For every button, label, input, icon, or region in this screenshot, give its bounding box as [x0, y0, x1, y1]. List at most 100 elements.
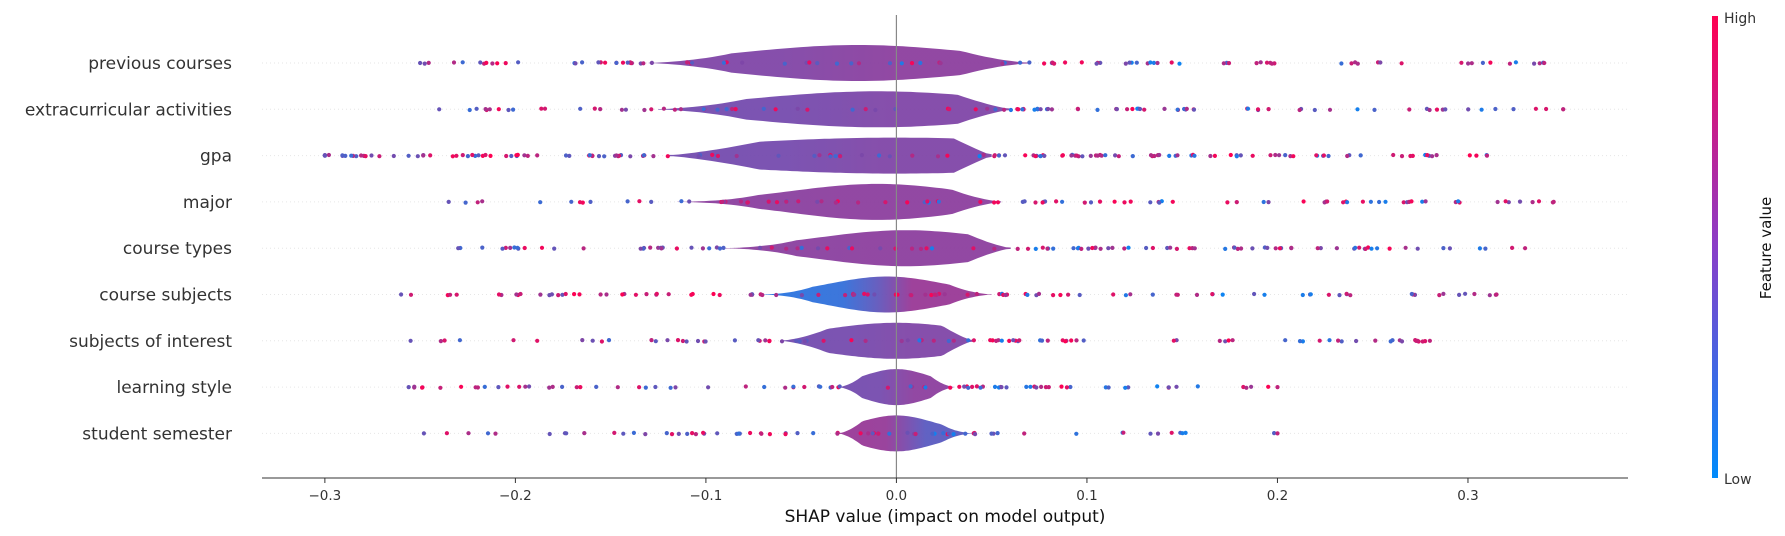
data-point [923, 292, 928, 297]
colorbar-high-label: High [1724, 11, 1756, 27]
data-point [909, 246, 915, 251]
data-point [1184, 106, 1189, 111]
data-point [1344, 291, 1349, 296]
data-point [1058, 292, 1063, 298]
data-point [773, 107, 778, 112]
data-point [1301, 199, 1306, 204]
data-point [797, 339, 802, 344]
data-point [637, 385, 642, 390]
feature-label: major [183, 193, 232, 213]
data-point [985, 106, 990, 111]
data-point [1000, 61, 1005, 66]
feature-row: learning style [116, 369, 1628, 406]
data-point [668, 385, 673, 390]
data-point [872, 292, 877, 297]
data-point [1221, 61, 1226, 66]
data-point [816, 292, 821, 297]
data-point [700, 246, 706, 251]
data-point [766, 199, 771, 204]
data-point [678, 107, 684, 112]
data-point [1441, 291, 1446, 296]
data-point [1125, 107, 1130, 112]
data-point [833, 154, 838, 159]
data-point [905, 200, 910, 205]
data-point [763, 338, 768, 343]
data-point [1493, 106, 1498, 112]
data-point [467, 107, 472, 113]
data-point [483, 152, 488, 158]
data-point [796, 199, 801, 204]
data-point [1162, 106, 1167, 111]
data-point [1326, 292, 1331, 297]
data-point [1511, 107, 1516, 112]
data-point [450, 154, 455, 159]
data-point [1217, 338, 1222, 343]
data-point [1250, 246, 1255, 251]
data-point [1275, 431, 1280, 436]
data-point [974, 384, 980, 389]
data-point [981, 152, 986, 157]
data-point [1326, 153, 1331, 159]
data-point [1123, 61, 1128, 66]
data-point [1174, 384, 1179, 389]
data-point [604, 292, 609, 297]
data-point [748, 430, 753, 436]
data-point [1068, 384, 1073, 390]
data-point [582, 431, 587, 436]
data-point [495, 61, 500, 66]
data-point [1045, 246, 1050, 251]
data-point [1103, 153, 1108, 158]
data-point [1479, 107, 1484, 112]
data-point [641, 153, 647, 158]
data-point [1423, 199, 1428, 204]
data-point [1003, 292, 1008, 298]
data-point [1095, 107, 1100, 112]
data-point [628, 154, 633, 159]
data-point [1033, 154, 1038, 159]
data-point [1252, 291, 1257, 297]
data-point [1093, 245, 1098, 250]
data-point [1268, 153, 1273, 158]
data-point [587, 153, 592, 158]
data-point [905, 430, 910, 435]
data-point [1409, 291, 1414, 297]
data-point [539, 106, 544, 111]
data-point [1148, 60, 1153, 65]
data-point [701, 430, 706, 435]
data-point [1321, 153, 1326, 158]
data-point [1113, 153, 1118, 158]
feature-label: gpa [200, 147, 232, 167]
data-point [538, 292, 543, 297]
data-point [1177, 61, 1182, 66]
data-point [1192, 246, 1197, 251]
data-point [1369, 246, 1374, 251]
data-point [1283, 338, 1288, 343]
data-point [1126, 245, 1131, 250]
data-point [1484, 153, 1490, 158]
data-point [1434, 107, 1440, 112]
data-point [322, 153, 327, 158]
data-point [1513, 60, 1518, 65]
data-point [598, 292, 603, 297]
data-point [412, 384, 417, 389]
data-point [1183, 430, 1188, 435]
data-point [1066, 292, 1071, 297]
data-point [693, 432, 699, 437]
data-point [899, 338, 904, 344]
data-point [1408, 153, 1413, 159]
data-point [563, 153, 569, 158]
data-point [621, 431, 626, 436]
data-point [1480, 60, 1485, 65]
data-point [1474, 153, 1479, 158]
data-point [612, 430, 617, 435]
data-point [1111, 292, 1116, 297]
data-point [1349, 61, 1354, 66]
data-point [1039, 338, 1045, 343]
data-point [1023, 153, 1028, 158]
data-point [913, 431, 918, 437]
data-point [444, 431, 449, 436]
data-point [1363, 246, 1368, 251]
data-point [782, 61, 787, 66]
data-point [1401, 200, 1406, 205]
data-point [664, 431, 669, 436]
